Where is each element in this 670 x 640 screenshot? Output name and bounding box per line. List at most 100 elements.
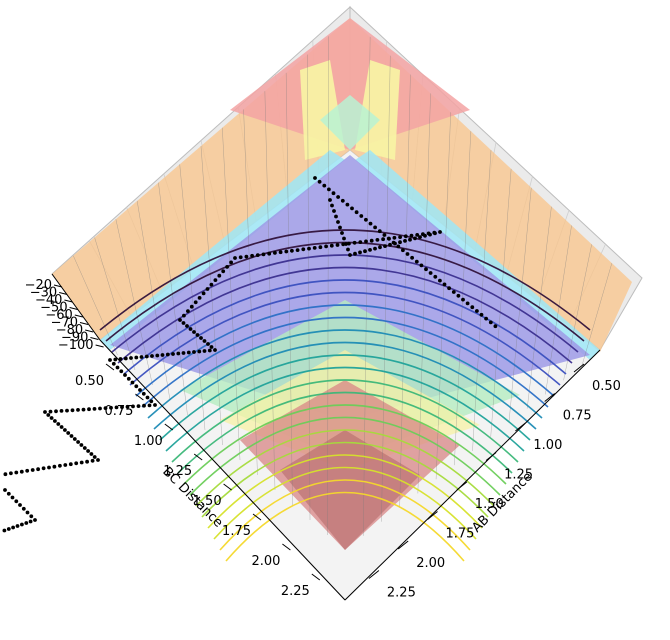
- mesh-line: [307, 54, 311, 521]
- trajectory-point: [350, 206, 354, 211]
- surface-blue-valley: [110, 155, 590, 420]
- x-tick-label: 1.50: [475, 497, 504, 512]
- contour-line: [141, 316, 549, 408]
- trajectory-point: [147, 403, 152, 408]
- contour-line: [171, 379, 519, 463]
- trajectory-point: [72, 437, 77, 441]
- trajectory-point: [48, 409, 53, 414]
- trajectory-point: [403, 239, 407, 243]
- x-tick-mark: [485, 452, 497, 461]
- trajectory-point: [451, 290, 456, 294]
- trajectory-point: [413, 236, 417, 241]
- trajectory-point: [20, 522, 24, 527]
- z-axis-ticks: −20−30−40−50−60−70−80−90−100: [25, 278, 104, 353]
- trajectory-point: [178, 318, 182, 322]
- trajectory-point: [488, 320, 493, 325]
- trajectory-point: [375, 238, 380, 242]
- trajectory-point: [378, 245, 382, 250]
- trajectory-point: [278, 250, 283, 255]
- trajectory-point: [206, 342, 210, 346]
- trajectory-point: [383, 244, 387, 249]
- trajectory-point: [139, 355, 144, 359]
- z-tick-mark: [74, 314, 83, 318]
- trajectory-point: [6, 491, 11, 496]
- trajectory-point: [470, 305, 475, 310]
- trajectory-point: [335, 243, 340, 247]
- trajectory-point: [118, 357, 123, 361]
- trajectory-point: [108, 358, 112, 362]
- x-axis-line: [344, 349, 601, 601]
- y-tick-mark: [223, 483, 232, 491]
- z-tick-mark: [90, 337, 99, 340]
- x-tick-mark: [573, 363, 585, 373]
- mesh-line: [327, 36, 329, 536]
- mesh-line: [581, 263, 613, 367]
- mesh-line: [222, 127, 241, 461]
- z-tick-label: −30: [30, 286, 57, 301]
- trajectory-point: [447, 286, 451, 291]
- trajectory-point: [188, 327, 193, 331]
- surface-mint-ridge: [320, 95, 380, 150]
- trajectory-point: [465, 301, 470, 306]
- trajectory-point: [328, 198, 332, 202]
- trajectory-point: [340, 231, 344, 235]
- trajectory-point: [53, 419, 57, 423]
- trajectory-point: [493, 324, 498, 329]
- trajectory-point: [114, 405, 119, 410]
- trajectory-point: [393, 241, 397, 246]
- trajectory-point: [414, 259, 419, 264]
- trajectory-point: [123, 356, 128, 361]
- trajectory-point: [382, 233, 387, 237]
- mesh-line: [472, 149, 492, 452]
- trajectory-point: [155, 353, 160, 358]
- trajectory-point: [205, 287, 210, 291]
- trajectory-point: [373, 246, 377, 251]
- trajectory-point: [405, 252, 410, 256]
- trajectory-point: [401, 248, 405, 253]
- trajectory-point: [225, 265, 230, 269]
- z-tick-mark: [85, 329, 94, 333]
- trajectory-point: [182, 313, 186, 318]
- trajectory-point: [273, 251, 277, 255]
- contour-line: [201, 441, 489, 518]
- trajectory-point: [348, 253, 352, 257]
- trajectory-point: [336, 195, 340, 199]
- z-tick-mark: [79, 322, 89, 325]
- trajectory-point: [33, 518, 37, 522]
- trajectory-point: [209, 282, 214, 287]
- trajectory-point: [29, 514, 34, 519]
- contour-line: [225, 491, 465, 562]
- trajectory-point: [345, 202, 350, 207]
- contour-line: [111, 254, 579, 353]
- mesh-line: [285, 72, 293, 506]
- contour-line: [189, 416, 501, 496]
- trajectory-point: [484, 316, 488, 321]
- contour-lines: [99, 229, 591, 562]
- trajectory-point: [66, 431, 71, 435]
- trajectory-point: [202, 339, 207, 343]
- trajectory-point: [342, 236, 346, 241]
- contour-line: [207, 454, 483, 529]
- trajectory-point: [358, 250, 362, 255]
- trajectory-point: [369, 238, 374, 243]
- trajectory-point: [79, 443, 84, 447]
- trajectory-point: [327, 187, 331, 192]
- trajectory-point: [192, 350, 196, 354]
- trajectory-point: [160, 353, 165, 357]
- trajectory-point: [244, 254, 249, 259]
- z-tick-label: −20: [25, 278, 52, 293]
- trajectory-point: [56, 422, 61, 426]
- trajectory-point: [301, 247, 306, 252]
- x-tick-mark: [368, 570, 380, 579]
- trajectory-point: [6, 527, 11, 531]
- trajectory-point: [255, 253, 260, 257]
- y-tick-label: 0.50: [75, 374, 104, 389]
- trajectory-point: [336, 220, 340, 224]
- trajectory-point: [317, 179, 322, 184]
- trajectory-point: [24, 521, 29, 525]
- trajectory-point: [186, 350, 191, 355]
- z-tick-label: −60: [45, 308, 72, 323]
- trajectory-point: [202, 349, 207, 353]
- x-tick-label: 0.75: [563, 409, 592, 424]
